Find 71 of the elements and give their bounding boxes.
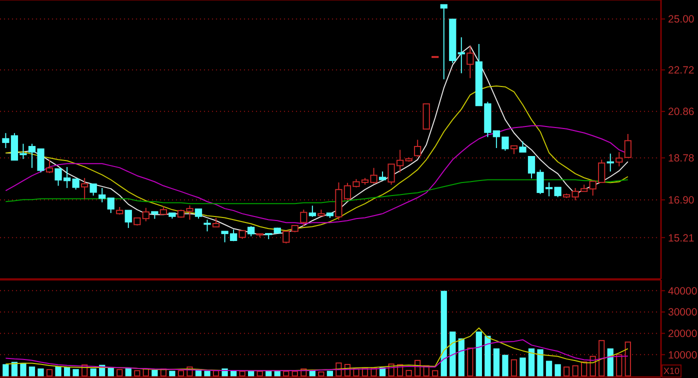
bar [28,366,36,376]
y-tick-label: 22.72 [668,64,694,77]
bar [616,354,622,376]
bar [152,370,158,376]
bar [64,366,70,376]
bar [38,368,44,376]
bar [2,364,9,376]
y-tick-label: 16.90 [668,194,694,207]
bar [458,338,464,376]
bar [406,370,412,376]
candlestick [308,205,316,218]
bar [318,371,324,376]
bar [510,359,518,376]
bar [256,370,263,376]
bar [440,290,447,376]
bar [134,370,140,376]
bar [493,348,500,376]
bar [11,362,18,376]
bar [537,349,544,376]
bar [46,369,53,376]
bar [230,370,237,376]
bar [554,364,561,376]
bar [353,368,360,376]
bar [169,370,176,376]
bar [326,370,334,376]
y-tick-label: 25.00 [668,14,694,26]
bar [20,362,26,376]
bar [55,366,62,376]
bar [90,368,96,376]
bar [624,342,631,376]
candlestick [458,36,465,74]
bar [502,354,508,376]
bar [450,332,456,376]
bar [108,367,114,376]
line-series [5,46,628,236]
bar [274,370,280,376]
y-tick-label: 30000 [668,306,698,319]
bar [581,361,588,376]
bar [432,370,438,376]
bar [248,370,254,376]
text: X10 [663,366,680,376]
bar [116,369,123,376]
bar [239,370,246,376]
y-tick-label: 20.86 [668,106,694,118]
candlestick [81,177,88,200]
y-tick-label: 20000 [668,328,698,340]
bar [598,340,605,376]
bar [204,370,210,376]
bar [292,370,298,376]
bar [572,365,578,376]
bar [484,336,491,376]
bar [178,370,184,376]
bar [520,358,526,376]
candlestick [466,46,474,79]
y-tick-label: 40000 [668,285,698,298]
y-tick-label: 10000 [668,349,698,362]
y-tick-label: 18.78 [668,152,694,165]
bar [528,348,535,376]
candlestick [616,152,623,167]
y-tick-label: 15.21 [668,232,694,244]
bar [266,370,272,376]
bar [607,348,614,376]
line-series [5,85,628,232]
bar [72,369,79,376]
bar [546,360,552,376]
bar [563,366,570,376]
bar [476,332,482,376]
candlestick [606,153,614,172]
bar [467,348,474,376]
bar [283,370,290,376]
line-series [5,339,628,372]
